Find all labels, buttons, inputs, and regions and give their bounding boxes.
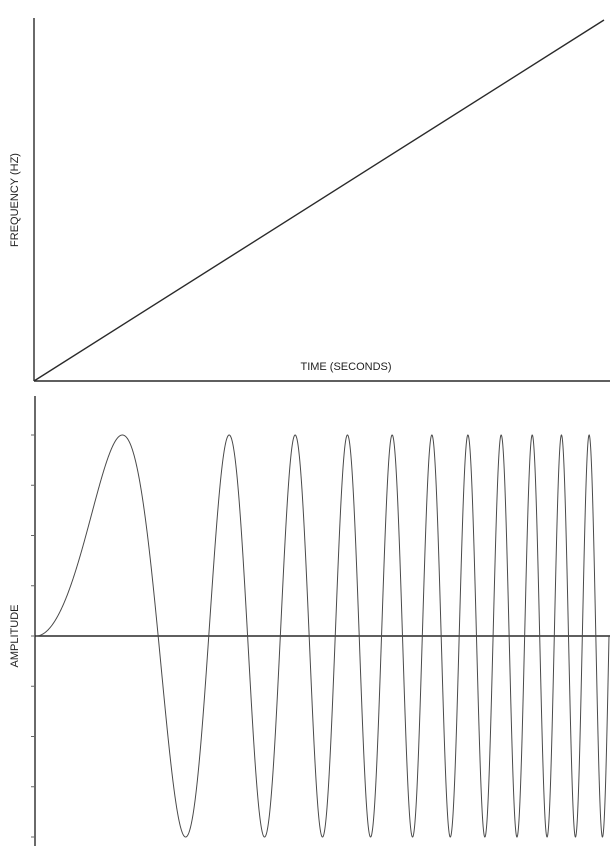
amplitude-chart: AMPLITUDE: [9, 396, 610, 846]
amplitude-series-line: [36, 434, 610, 838]
amplitude-y-ticks: [31, 434, 35, 838]
frequency-y-axis-label: FREQUENCY (HZ): [9, 153, 21, 247]
frequency-chart: FREQUENCY (HZ) TIME (SECONDS): [9, 18, 610, 382]
amplitude-y-axis-label: AMPLITUDE: [9, 605, 21, 668]
frequency-x-axis-label: TIME (SECONDS): [300, 361, 391, 373]
frequency-series-line: [33, 19, 605, 382]
